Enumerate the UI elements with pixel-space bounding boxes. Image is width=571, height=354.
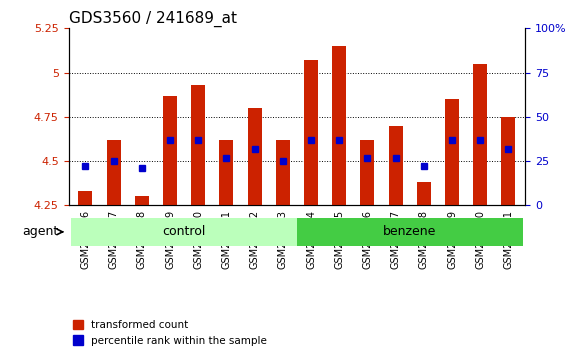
Bar	[78, 191, 93, 205]
Bar	[332, 46, 346, 205]
Bar	[473, 64, 487, 205]
Bar	[445, 99, 459, 205]
FancyBboxPatch shape	[71, 217, 297, 246]
Bar	[248, 108, 262, 205]
Text: control: control	[162, 225, 206, 238]
Text: benzene: benzene	[383, 225, 436, 238]
Text: agent: agent	[22, 225, 58, 238]
Bar	[304, 60, 318, 205]
Text: GDS3560 / 241689_at: GDS3560 / 241689_at	[69, 11, 236, 27]
Bar	[135, 196, 149, 205]
Bar	[163, 96, 177, 205]
Legend: transformed count, percentile rank within the sample: transformed count, percentile rank withi…	[69, 316, 271, 350]
Bar	[388, 126, 403, 205]
Bar	[360, 140, 375, 205]
Bar	[219, 140, 234, 205]
Bar	[417, 182, 431, 205]
Bar	[191, 85, 206, 205]
Bar	[501, 117, 516, 205]
Bar	[276, 140, 290, 205]
FancyBboxPatch shape	[297, 217, 522, 246]
Bar	[107, 140, 120, 205]
